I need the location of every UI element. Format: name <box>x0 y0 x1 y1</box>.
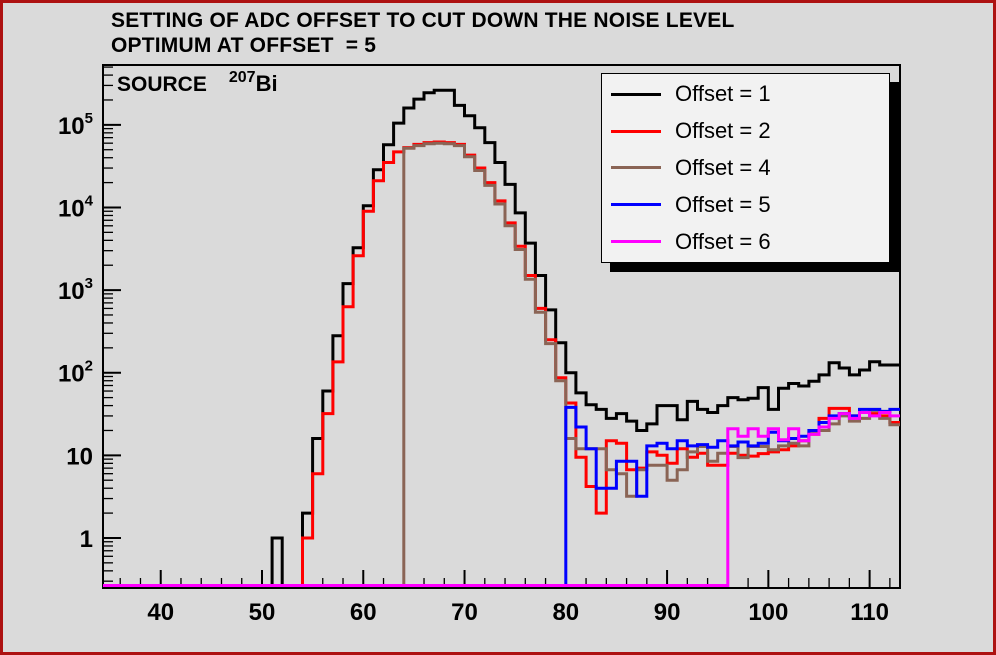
source-label-prefix: SOURCE <box>117 73 207 96</box>
legend-line-swatch <box>611 92 661 96</box>
y-axis-label: 10 <box>66 443 93 470</box>
legend-item-label: Offset = 1 <box>675 81 771 107</box>
legend-item-label: Offset = 6 <box>675 228 771 254</box>
source-label: SOURCE 207Bi <box>117 69 278 97</box>
series-offset-1 <box>103 88 900 587</box>
y-axis-label: 102 <box>58 358 93 388</box>
series-offset-5 <box>103 405 900 587</box>
legend-line-swatch <box>611 129 661 133</box>
plot-title-line2: OPTIMUM AT OFFSET = 5 <box>111 34 377 57</box>
legend-item: Offset = 2 <box>602 118 889 144</box>
x-axis-label: 60 <box>350 599 377 626</box>
series-offset-6 <box>103 411 900 587</box>
y-axis-label: 105 <box>58 110 93 140</box>
legend-line-swatch <box>611 240 661 244</box>
x-axis-label: 50 <box>249 599 276 626</box>
legend-line-swatch <box>611 203 661 207</box>
legend-item-label: Offset = 4 <box>675 154 771 180</box>
x-axis-label: 90 <box>654 599 681 626</box>
y-axis-label: 104 <box>58 192 94 222</box>
source-isotope-mass: 207 <box>228 69 256 86</box>
x-axis-label: 100 <box>748 599 788 626</box>
legend-item: Offset = 1 <box>602 81 889 107</box>
x-axis-label: 70 <box>451 599 478 626</box>
legend-item-label: Offset = 5 <box>675 191 771 217</box>
y-axis-label: 1 <box>80 526 93 553</box>
source-element: Bi <box>255 71 278 96</box>
x-axis-label: 40 <box>147 599 174 626</box>
y-axis-label: 103 <box>58 275 93 305</box>
legend-item: Offset = 4 <box>602 155 889 181</box>
legend: Offset = 1 Offset = 2 Offset = 4 Offset = 5… <box>601 73 890 263</box>
x-axis-label: 110 <box>850 599 889 626</box>
legend-item: Offset = 5 <box>602 192 889 218</box>
plot-frame <box>102 64 901 589</box>
legend-item: Offset = 6 <box>602 229 889 255</box>
legend-line-swatch <box>611 166 661 170</box>
plot-title-line1: SETTING OF ADC OFFSET TO CUT DOWN THE NO… <box>111 9 735 32</box>
x-axis-label: 80 <box>552 599 579 626</box>
legend-item-label: Offset = 2 <box>675 118 771 144</box>
